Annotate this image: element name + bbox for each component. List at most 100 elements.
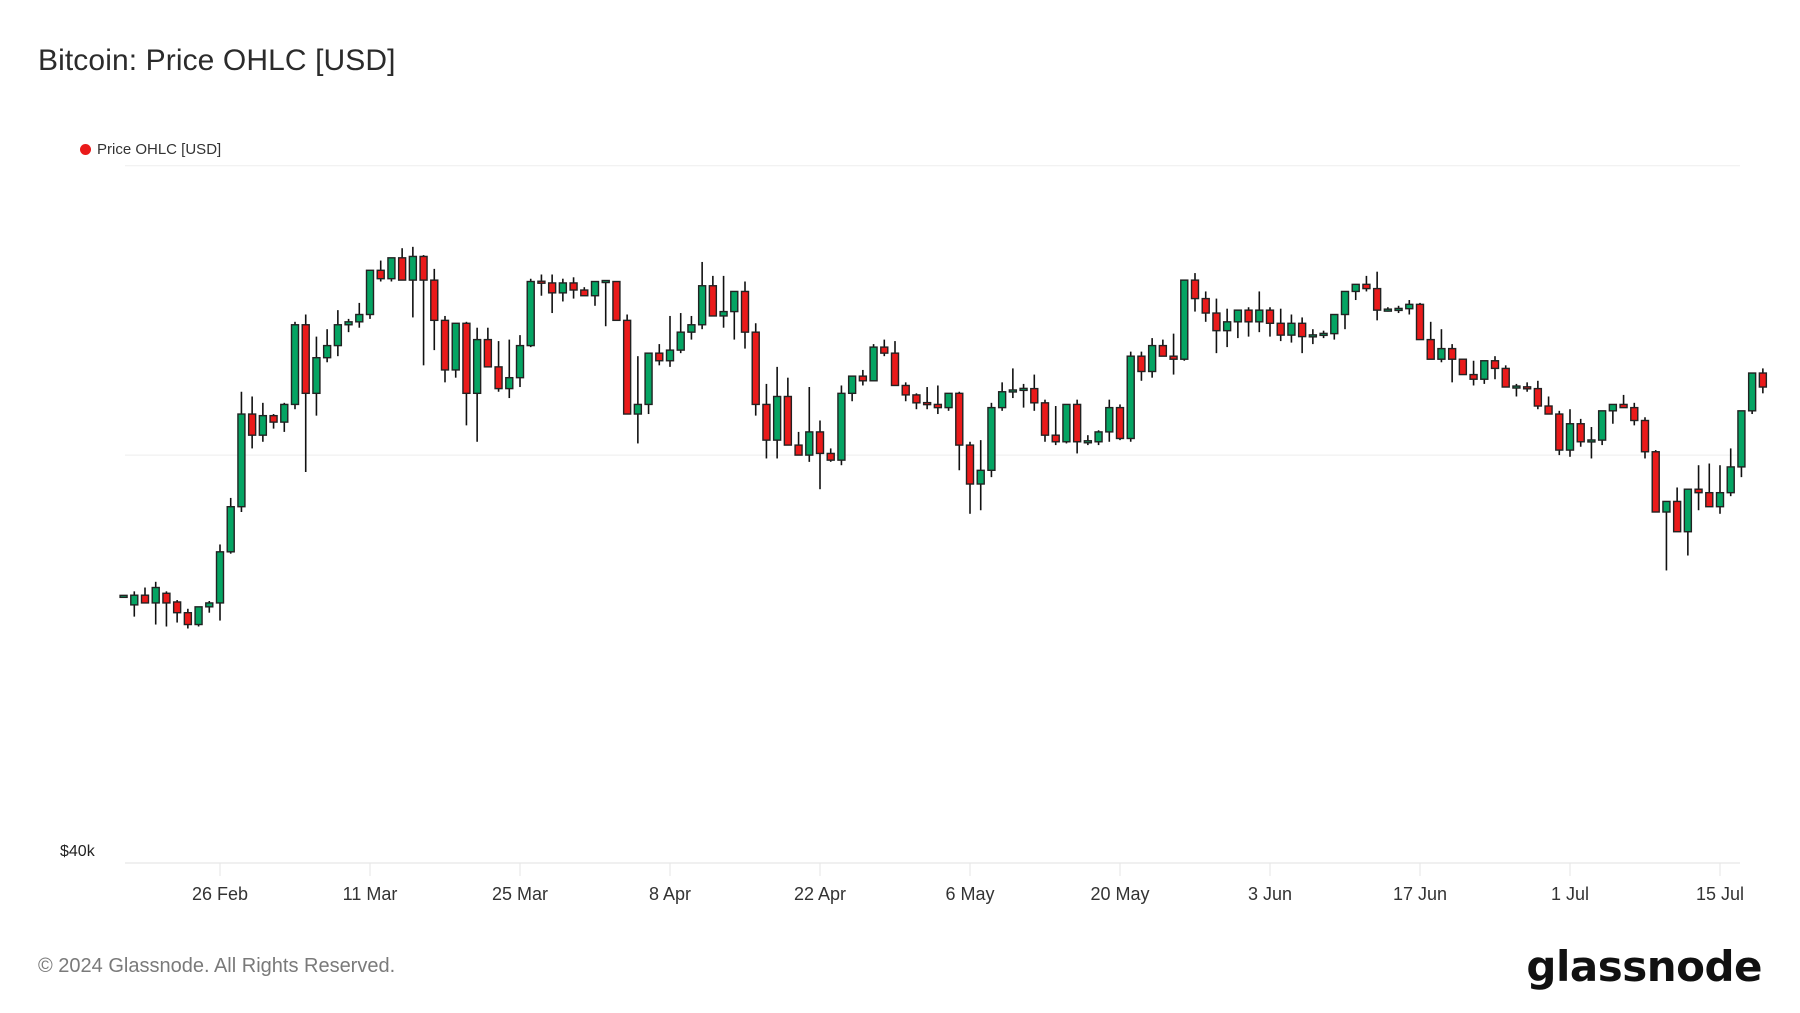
candle[interactable]: [258, 402, 268, 442]
candle[interactable]: [558, 278, 568, 302]
candle[interactable]: [1008, 368, 1018, 399]
candle[interactable]: [1126, 351, 1135, 442]
candle[interactable]: [1330, 313, 1339, 340]
candle[interactable]: [526, 278, 535, 348]
candle[interactable]: [1447, 344, 1457, 383]
candle[interactable]: [1297, 317, 1307, 354]
candle[interactable]: [1180, 279, 1189, 361]
candle[interactable]: [1512, 383, 1521, 397]
candle[interactable]: [355, 302, 364, 328]
candle[interactable]: [644, 352, 653, 415]
candle[interactable]: [1501, 365, 1510, 388]
candle[interactable]: [740, 281, 750, 349]
candle[interactable]: [1030, 374, 1039, 411]
candle[interactable]: [944, 392, 953, 411]
candle[interactable]: [1747, 372, 1757, 415]
candle[interactable]: [1233, 309, 1243, 339]
candle[interactable]: [119, 594, 128, 599]
candle[interactable]: [1244, 307, 1253, 337]
candle[interactable]: [1362, 275, 1371, 292]
candle[interactable]: [1651, 450, 1660, 513]
candle[interactable]: [215, 544, 225, 621]
candle[interactable]: [1426, 321, 1435, 360]
candle[interactable]: [580, 287, 589, 297]
candle[interactable]: [751, 323, 760, 416]
candle[interactable]: [419, 255, 428, 366]
candle[interactable]: [1726, 448, 1735, 497]
candle[interactable]: [601, 279, 610, 327]
candle[interactable]: [1533, 380, 1543, 410]
candle[interactable]: [1597, 410, 1607, 446]
candle[interactable]: [1715, 465, 1725, 514]
candle[interactable]: [997, 382, 1007, 411]
candle[interactable]: [794, 431, 803, 456]
candle[interactable]: [1672, 487, 1682, 533]
candle[interactable]: [430, 268, 439, 351]
candle[interactable]: [1083, 435, 1093, 446]
candle[interactable]: [1287, 314, 1296, 343]
candle[interactable]: [1522, 382, 1532, 392]
candle[interactable]: [226, 497, 235, 554]
candle[interactable]: [537, 274, 546, 296]
candle[interactable]: [880, 339, 889, 357]
candle[interactable]: [762, 383, 771, 459]
candle[interactable]: [1072, 399, 1082, 454]
candle[interactable]: [483, 327, 493, 368]
candle[interactable]: [805, 387, 814, 462]
candle[interactable]: [1490, 356, 1500, 380]
candle[interactable]: [1555, 410, 1564, 456]
candle[interactable]: [1405, 300, 1414, 315]
candle[interactable]: [1190, 273, 1200, 312]
candle[interactable]: [397, 248, 407, 281]
candle[interactable]: [1758, 368, 1768, 394]
candle[interactable]: [162, 591, 171, 627]
candle[interactable]: [847, 375, 857, 402]
candle[interactable]: [676, 313, 685, 354]
legend[interactable]: Price OHLC [USD]: [80, 141, 221, 158]
candle[interactable]: [719, 275, 728, 328]
candle[interactable]: [1115, 404, 1125, 441]
candle[interactable]: [730, 290, 739, 340]
candle[interactable]: [440, 315, 450, 383]
candle[interactable]: [280, 402, 289, 432]
candle[interactable]: [1019, 383, 1028, 408]
candle[interactable]: [687, 315, 696, 340]
candle[interactable]: [1544, 396, 1553, 415]
candle[interactable]: [772, 366, 782, 459]
candle[interactable]: [858, 369, 868, 386]
candle[interactable]: [344, 318, 353, 333]
candle[interactable]: [901, 382, 910, 402]
candle[interactable]: [987, 402, 996, 478]
candle[interactable]: [301, 314, 310, 473]
candle[interactable]: [890, 341, 900, 387]
candle[interactable]: [1565, 409, 1575, 457]
candle[interactable]: [1319, 330, 1328, 339]
candle[interactable]: [1383, 307, 1393, 312]
candle[interactable]: [1587, 426, 1596, 459]
candle[interactable]: [269, 414, 278, 429]
candle[interactable]: [365, 269, 375, 319]
candle[interactable]: [1683, 488, 1693, 556]
candle[interactable]: [1276, 308, 1285, 342]
candle[interactable]: [183, 608, 193, 629]
candle[interactable]: [655, 344, 664, 366]
candle[interactable]: [1222, 308, 1232, 348]
candle[interactable]: [1437, 329, 1446, 363]
candle[interactable]: [1255, 291, 1264, 333]
candle[interactable]: [1630, 402, 1639, 426]
candle[interactable]: [1137, 351, 1146, 381]
candle[interactable]: [472, 327, 482, 442]
candle[interactable]: [505, 339, 514, 399]
candle[interactable]: [922, 387, 932, 410]
candle[interactable]: [333, 310, 343, 357]
candle[interactable]: [665, 315, 675, 367]
candle[interactable]: [815, 420, 825, 490]
candle[interactable]: [290, 321, 300, 410]
candle[interactable]: [869, 344, 878, 382]
candle[interactable]: [1265, 307, 1275, 337]
candle[interactable]: [151, 581, 160, 625]
candle[interactable]: [376, 260, 385, 282]
candle[interactable]: [633, 356, 643, 444]
candle[interactable]: [515, 335, 525, 388]
candle[interactable]: [697, 261, 707, 330]
